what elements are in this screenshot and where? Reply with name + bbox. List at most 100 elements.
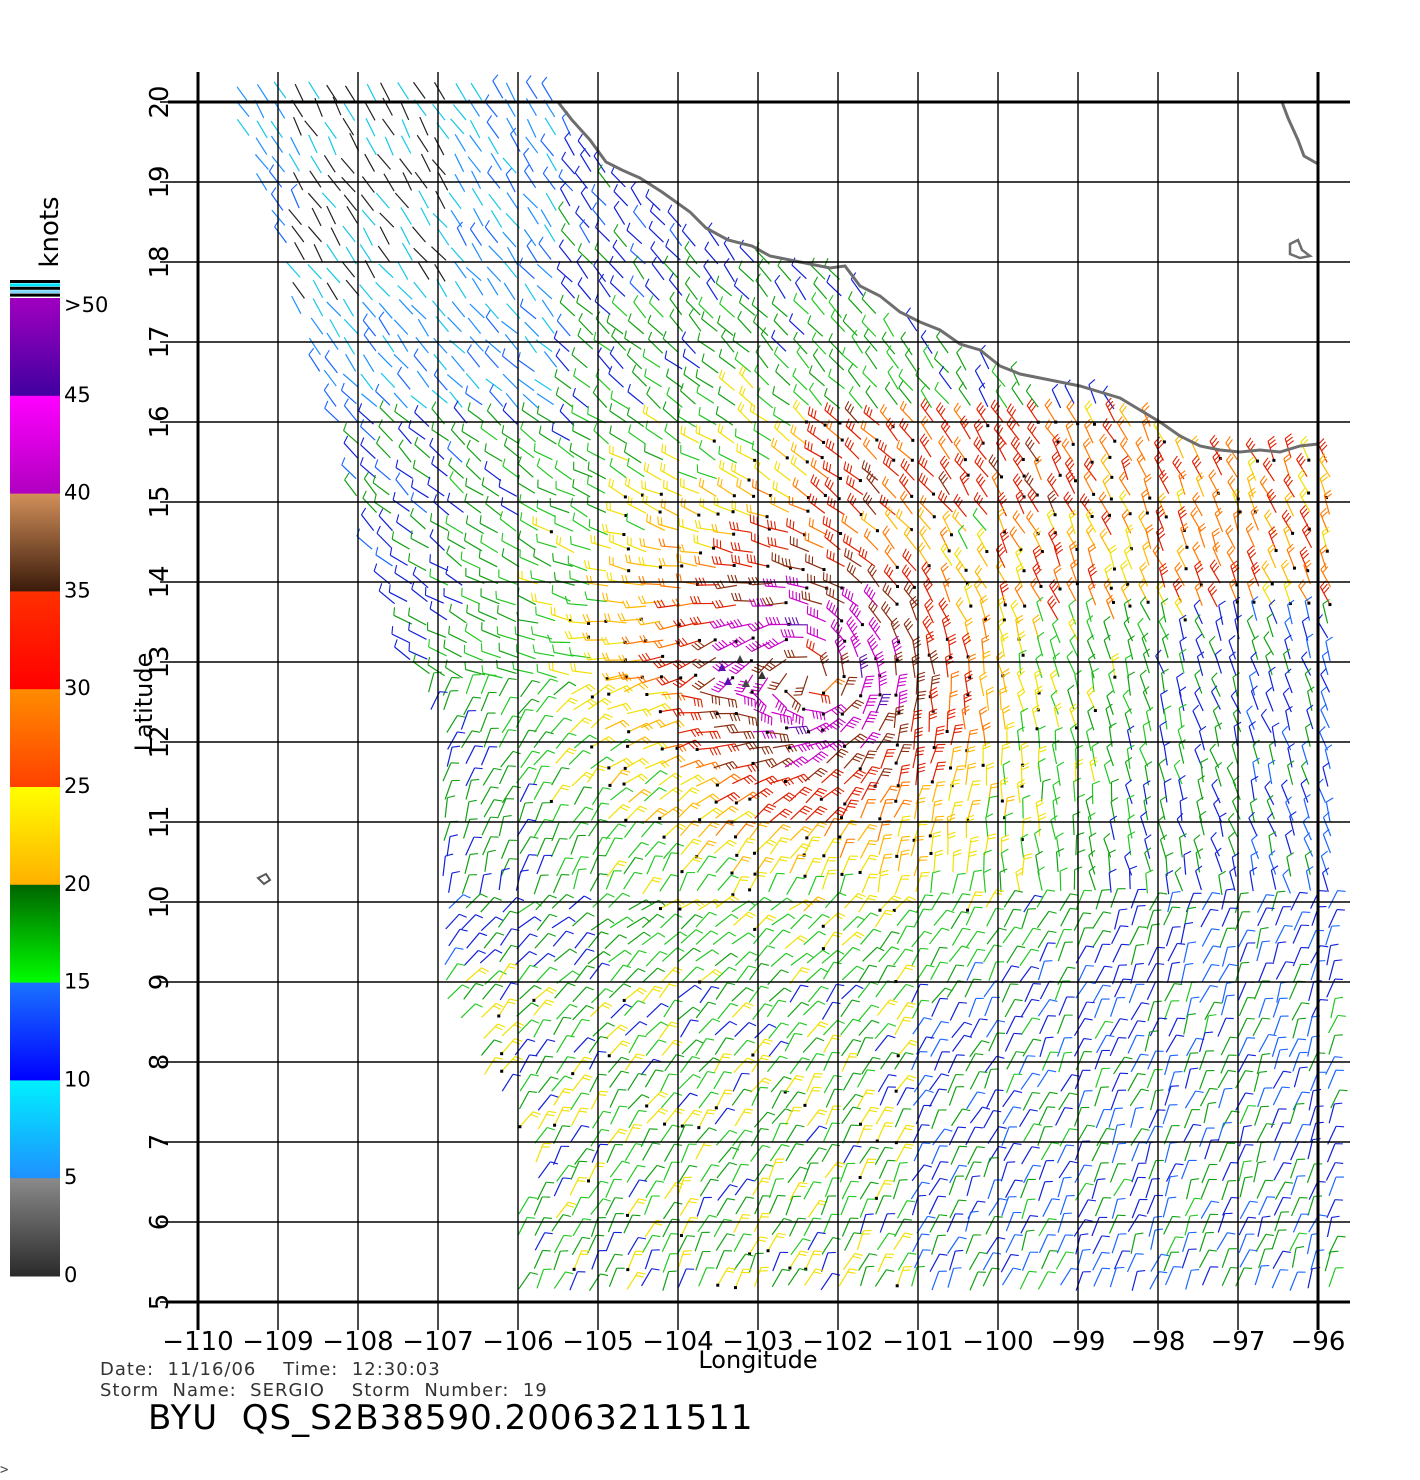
wind-barb (1052, 652, 1060, 678)
wind-barb (570, 1092, 590, 1111)
wind-barb (847, 492, 863, 517)
wind-barb (571, 347, 588, 369)
wind-barb (1259, 475, 1272, 500)
wind-barb (753, 914, 777, 931)
wind-barb (1283, 579, 1292, 606)
wind-barb (713, 724, 739, 733)
wind-barb (874, 909, 894, 928)
wind-barb (681, 694, 703, 708)
wind-barb (952, 849, 962, 873)
wind-barb (1257, 1087, 1273, 1108)
wind-barb (1103, 759, 1112, 785)
wind-barb (913, 690, 927, 712)
wind-barb (1100, 453, 1114, 479)
wind-barb (1121, 509, 1132, 534)
wind-barb (524, 283, 537, 302)
wind-barb (714, 1089, 734, 1110)
wind-barb (1038, 1180, 1053, 1202)
wind-barb (1085, 508, 1097, 533)
wind-barb (541, 299, 554, 317)
wind-barb (841, 346, 858, 369)
wind-barb (551, 422, 571, 441)
wind-barb (498, 677, 517, 697)
wind-barb (802, 1162, 819, 1183)
wind-barb (624, 1123, 643, 1143)
wind-barb (1021, 1229, 1035, 1251)
wind-barb (756, 387, 774, 409)
wind-barb (360, 418, 376, 441)
wind-barb (860, 799, 876, 819)
wind-barb (484, 460, 502, 482)
wind-barb (1266, 812, 1277, 837)
wind-barb (552, 644, 574, 657)
wind-barb (1000, 834, 1010, 858)
wind-barb (609, 1070, 630, 1088)
wind-barb (1218, 870, 1227, 896)
wind-barb (431, 389, 448, 404)
wind-barb (537, 678, 559, 695)
wind-barb (455, 83, 467, 101)
wind-barb (413, 247, 429, 263)
wind-barb (940, 419, 953, 444)
wind-barb (981, 741, 991, 767)
wind-barb (1031, 704, 1041, 731)
wind-barb (899, 473, 914, 498)
wind-barb (323, 383, 337, 407)
wind-barb (867, 563, 880, 588)
wind-barb (1003, 1142, 1022, 1162)
wind-barb (792, 399, 808, 424)
wind-barb (732, 1072, 750, 1092)
wind-barb (1273, 1015, 1289, 1036)
wind-barb (952, 872, 966, 894)
wind-barb (1164, 1141, 1179, 1163)
wind-barb (536, 966, 558, 983)
wind-barb (768, 1178, 784, 1199)
wind-barb (517, 916, 542, 929)
wind-barb (811, 292, 825, 316)
wind-barb (1250, 685, 1259, 710)
wind-barb (480, 786, 499, 805)
wind-barb (412, 226, 426, 243)
wind-barb (431, 300, 446, 317)
wind-barb (532, 516, 553, 534)
wind-barb (698, 296, 714, 319)
wind-barb (646, 702, 672, 713)
wind-barb (1131, 1162, 1147, 1183)
wind-barb (395, 459, 414, 480)
wind-barb (569, 1271, 586, 1291)
wind-barb (426, 622, 447, 638)
wind-barb (732, 1140, 750, 1160)
wind-barb (1256, 1141, 1270, 1163)
wind-barb (627, 536, 647, 553)
wind-barb (1221, 1248, 1237, 1268)
wind-barb (688, 308, 702, 332)
wind-barb (974, 364, 986, 389)
lon-tick-label: −106 (482, 1327, 553, 1357)
wind-barb (607, 702, 632, 712)
wind-barb (573, 461, 593, 478)
wind-barb (790, 455, 807, 476)
wind-barb (378, 311, 390, 336)
wind-barb (356, 528, 373, 550)
wind-barb (556, 1056, 576, 1074)
wind-barb (1147, 946, 1166, 966)
colorbar-label: >50 (64, 293, 108, 317)
wind-barb (294, 242, 305, 261)
wind-barb (377, 153, 391, 170)
wind-barb (463, 982, 484, 1000)
wind-barb (1002, 1106, 1022, 1125)
wind-barb (1037, 960, 1053, 981)
wind-barb (964, 581, 973, 608)
wind-barb (786, 876, 805, 895)
wind-barb (577, 133, 591, 158)
wind-barb (503, 282, 516, 301)
wind-barb (498, 814, 512, 837)
wind-barb (1077, 927, 1093, 947)
wind-barb (391, 626, 411, 644)
wind-barb (588, 1273, 609, 1292)
wind-barb (624, 1000, 646, 1016)
wind-barb (803, 1086, 822, 1107)
wind-barb (648, 295, 664, 318)
wind-barb (803, 1000, 826, 1016)
wind-barb (1215, 616, 1223, 641)
